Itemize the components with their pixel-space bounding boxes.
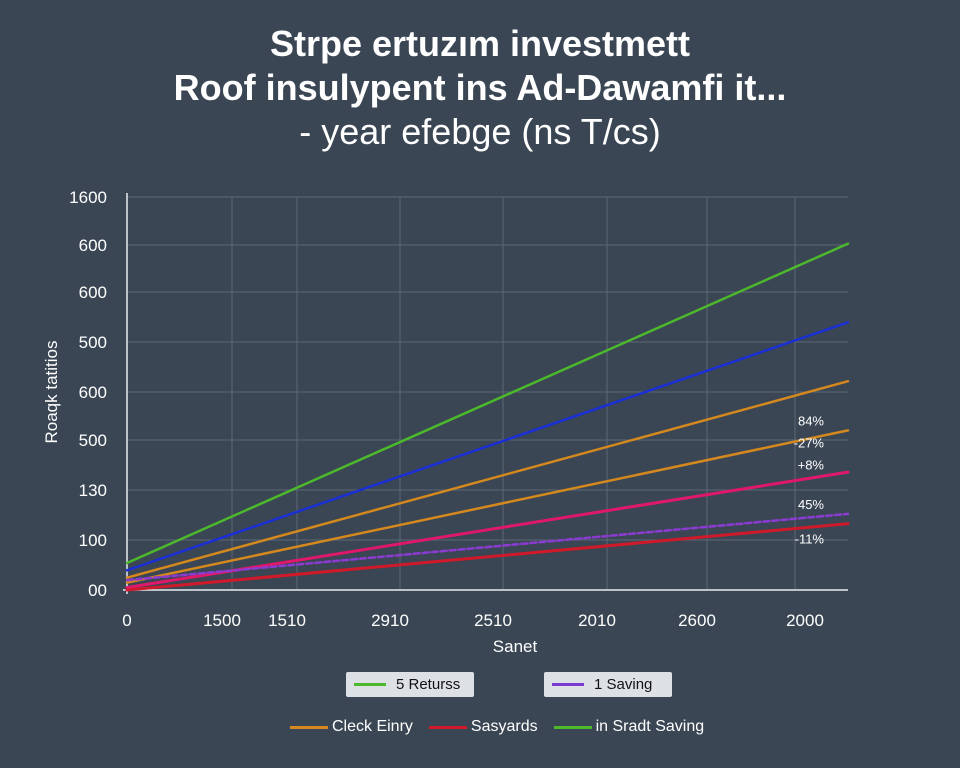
x-tick-label: 2010 — [578, 611, 616, 630]
annotation-label-1: -27% — [794, 436, 825, 451]
legend-swatch-returns — [354, 683, 386, 686]
x-tick-label: 2510 — [474, 611, 512, 630]
annotation-label-2: +8% — [798, 458, 825, 473]
title-line-2: Roof insulypent ins Ad-Dawamfi it... — [173, 67, 787, 108]
legend-label-returns: 5 Returss — [396, 676, 461, 693]
y-tick-label: 1600 — [69, 188, 107, 207]
legend-swatch-sradt-saving — [553, 725, 592, 729]
annotation-label-0: 84% — [798, 414, 824, 429]
y-tick-label: 600 — [79, 283, 107, 302]
legend-item-sradt-saving: in Sradt Saving — [553, 718, 705, 736]
y-tick-label: 130 — [79, 481, 107, 500]
legend-bottom: Cleck Einry Sasyards in Sradt Saving — [290, 718, 720, 736]
x-tick-label: 0 — [122, 611, 131, 630]
series-line-0 — [125, 242, 850, 565]
series-line-6 — [125, 522, 850, 592]
x-tick-label: 1500 — [203, 611, 241, 630]
legend-swatch-sasyards — [428, 725, 467, 729]
legend-top-saving: 1 Saving — [544, 672, 672, 697]
legend-swatch-saving — [552, 683, 584, 686]
y-tick-label: 600 — [79, 383, 107, 402]
legend-swatch-check-einry — [290, 725, 328, 729]
legend-top-returns: 5 Returss — [346, 672, 474, 697]
y-tick-label: 500 — [79, 431, 107, 450]
title-line-3: - year efebge (ns T/cs) — [299, 111, 661, 152]
series-line-5 — [125, 512, 850, 582]
y-tick-label: 600 — [79, 236, 107, 255]
annotation-label-3: 45% — [798, 497, 824, 512]
series-line-1 — [125, 321, 850, 572]
y-tick-label: 500 — [79, 333, 107, 352]
y-tick-label: 00 — [88, 581, 107, 600]
y-axis-label: Roaqk tatitios — [42, 340, 61, 444]
x-tick-label: 2600 — [678, 611, 716, 630]
legend-label-sradt-saving: in Sradt Saving — [595, 718, 705, 735]
legend-label-sasyards: Sasyards — [470, 718, 538, 735]
legend-label-check-einry: Cleck Einry — [332, 718, 413, 735]
legend-item-check-einry: Cleck Einry — [290, 718, 413, 736]
x-tick-label: 2910 — [371, 611, 409, 630]
series-line-3 — [125, 429, 850, 584]
legend-item-sasyards: Sasyards — [428, 718, 538, 736]
annotation-label-4: -11% — [795, 531, 825, 546]
y-tick-label: 100 — [79, 531, 107, 550]
x-tick-label: 2000 — [786, 611, 824, 630]
x-tick-label: 1510 — [268, 611, 306, 630]
legend-label-saving: 1 Saving — [594, 676, 653, 693]
title-line-1: Strpe ertuzım investmett — [269, 23, 691, 64]
series-line-2 — [125, 379, 850, 579]
chart-title: Strpe ertuzım investmett Roof insulypent… — [0, 22, 960, 154]
x-axis-label: Sanet — [492, 637, 538, 656]
